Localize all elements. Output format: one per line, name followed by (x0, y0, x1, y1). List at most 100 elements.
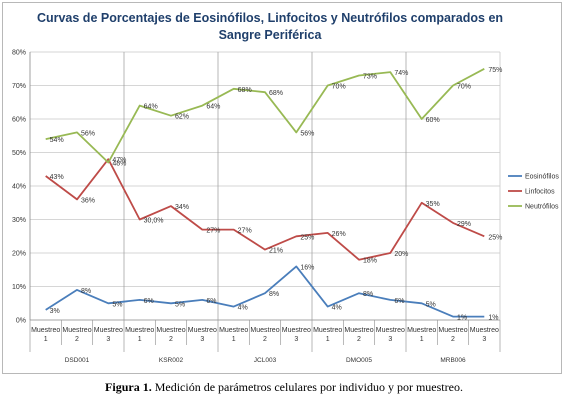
x-tick-number: 1 (138, 336, 142, 343)
x-tick-number: 1 (44, 336, 48, 343)
data-label: 6% (394, 298, 404, 305)
data-label: 34% (175, 204, 189, 211)
data-label: 54% (50, 137, 64, 144)
x-tick-number: 2 (357, 336, 361, 343)
x-tick-label: Muestreo (282, 327, 311, 334)
data-label: 29% (457, 221, 471, 228)
x-tick-number: 3 (200, 336, 204, 343)
data-label: 25% (488, 234, 502, 241)
data-label: 56% (81, 130, 95, 137)
y-tick-label: 0% (16, 318, 26, 325)
data-label: 62% (175, 114, 189, 121)
legend-label: Eosinófilos (525, 174, 559, 181)
group-label: DMO005 (346, 357, 372, 364)
x-tick-number: 3 (482, 336, 486, 343)
data-label: 4% (332, 305, 342, 312)
chart-title: Curvas de Porcentajes de Eosinófilos, Li… (36, 11, 504, 42)
data-label: 43% (50, 174, 64, 181)
data-label: 64% (206, 104, 220, 111)
x-tick-label: Muestreo (344, 327, 373, 334)
data-label: 8% (81, 288, 91, 295)
data-label: 8% (363, 291, 373, 298)
data-label: 60% (426, 117, 440, 124)
data-label: 74% (394, 70, 408, 77)
data-label: 36% (81, 197, 95, 204)
x-tick-label: Muestreo (407, 327, 436, 334)
x-tick-label: Muestreo (156, 327, 185, 334)
data-label: 73% (363, 73, 377, 80)
chart-frame (2, 2, 562, 374)
data-label: 5% (426, 301, 436, 308)
x-tick-label: Muestreo (125, 327, 154, 334)
data-label: 27% (238, 228, 252, 235)
y-tick-label: 70% (12, 83, 26, 90)
data-label: 47% (112, 157, 126, 164)
data-label: 30,0% (144, 218, 164, 225)
data-label: 21% (269, 248, 283, 255)
data-label: 1% (457, 315, 467, 322)
data-label: 16% (300, 264, 314, 271)
x-tick-number: 1 (232, 336, 236, 343)
data-label: 75% (488, 67, 502, 74)
y-tick-label: 80% (12, 50, 26, 57)
y-tick-label: 40% (12, 184, 26, 191)
x-tick-number: 3 (388, 336, 392, 343)
x-tick-label: Muestreo (313, 327, 342, 334)
data-label: 4% (238, 305, 248, 312)
y-tick-label: 20% (12, 251, 26, 258)
data-label: 64% (144, 104, 158, 111)
x-tick-label: Muestreo (250, 327, 279, 334)
line-chart: 0%10%20%30%40%50%60%70%80%Muestreo Muestr… (12, 50, 559, 365)
data-label: 1% (488, 315, 498, 322)
group-label: MRB006 (440, 357, 466, 364)
data-label: 35% (426, 201, 440, 208)
data-label: 26% (332, 231, 346, 238)
x-tick-number: 1 (326, 336, 330, 343)
x-tick-label: Muestreo (62, 327, 91, 334)
legend-label: Linfocitos (525, 189, 555, 196)
data-label: 3% (50, 308, 60, 315)
data-label: 6% (206, 298, 216, 305)
data-label: 20% (394, 251, 408, 258)
data-label: 6% (144, 298, 154, 305)
x-tick-label: Muestreo (470, 327, 499, 334)
data-label: 68% (238, 87, 252, 94)
x-tick-label: Muestreo (94, 327, 123, 334)
data-label: 5% (112, 301, 122, 308)
x-tick-label: Muestreo (376, 327, 405, 334)
data-label: 68% (269, 90, 283, 97)
x-tick-number: 2 (263, 336, 267, 343)
caption-text: Medición de parámetros celulares por ind… (151, 380, 463, 394)
x-tick-number: 2 (169, 336, 173, 343)
data-label: 27% (206, 228, 220, 235)
caption-prefix: Figura 1. (105, 380, 152, 394)
y-tick-label: 50% (12, 150, 26, 157)
data-label: 70% (457, 84, 471, 91)
data-label: 25% (300, 234, 314, 241)
legend-label: Neutrófilos (525, 204, 559, 211)
x-tick-number: 3 (294, 336, 298, 343)
x-tick-number: 3 (106, 336, 110, 343)
data-label: 5% (175, 301, 185, 308)
y-tick-label: 10% (12, 284, 26, 291)
x-tick-label: Muestreo (31, 327, 60, 334)
x-tick-number: 2 (451, 336, 455, 343)
x-tick-number: 2 (75, 336, 79, 343)
y-tick-label: 30% (12, 217, 26, 224)
group-label: JCL003 (254, 357, 277, 364)
series-line-neutrófilos (45, 68, 485, 164)
data-label: 18% (363, 258, 377, 265)
data-label: 56% (300, 130, 314, 137)
series-line-eosinófilos (45, 265, 485, 318)
x-tick-number: 1 (420, 336, 424, 343)
data-label: 70% (332, 84, 346, 91)
data-label: 48% (112, 161, 126, 168)
figure-caption: Figura 1. Medición de parámetros celular… (0, 380, 568, 395)
x-tick-label: Muestreo (188, 327, 217, 334)
group-label: DSD001 (65, 357, 90, 364)
series-line-linfocitos (45, 158, 485, 261)
x-tick-label: Muestreo (438, 327, 467, 334)
x-tick-label: Muestreo (219, 327, 248, 334)
y-tick-label: 60% (12, 117, 26, 124)
